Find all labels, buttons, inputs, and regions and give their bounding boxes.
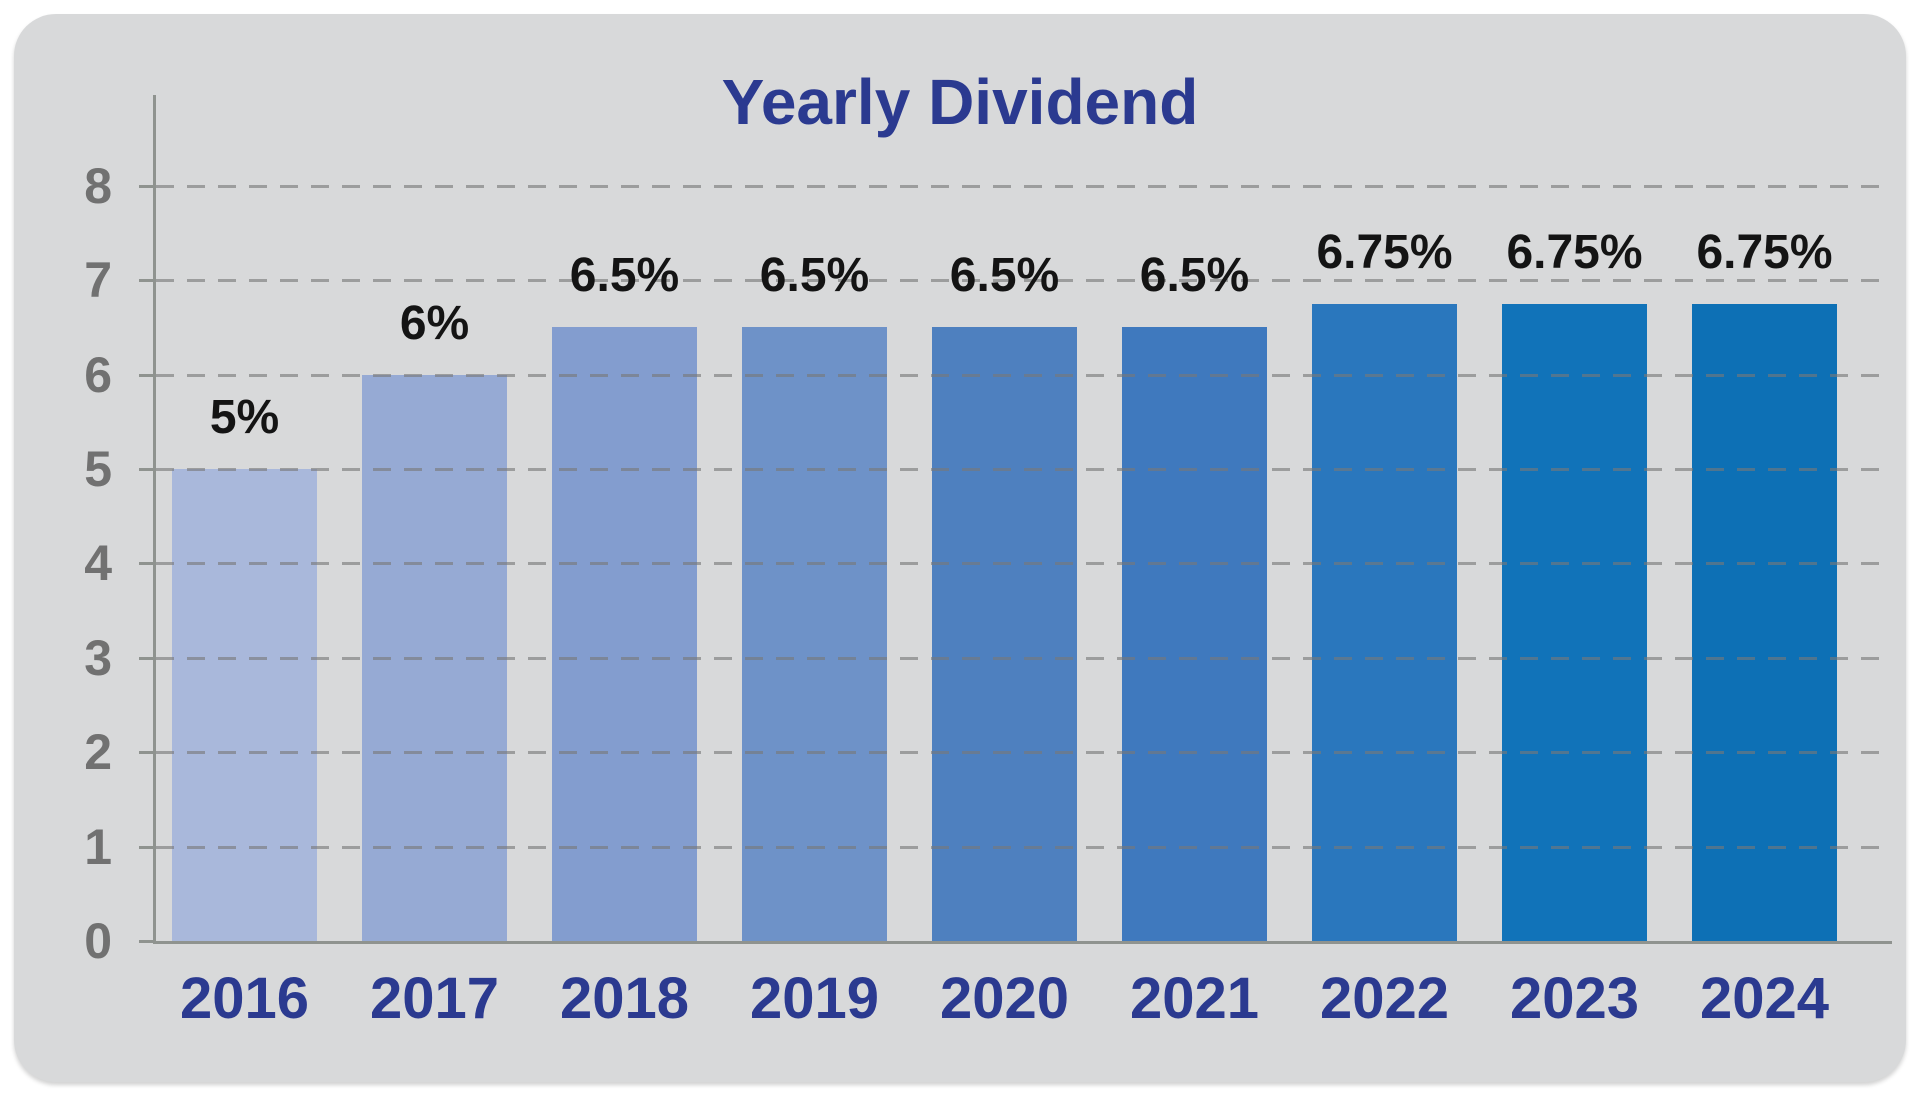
value-label-2022: 6.75% xyxy=(1316,225,1453,279)
value-label-2020: 6.5% xyxy=(949,249,1060,303)
y-tick-label-5: 5 xyxy=(84,441,112,497)
bar-2019 xyxy=(742,327,887,941)
gridline-8 xyxy=(156,184,1880,188)
value-label-2018: 6.5% xyxy=(569,249,680,303)
y-tick-mark-8 xyxy=(139,184,153,188)
y-tick-mark-7 xyxy=(139,279,153,283)
value-label-2016: 5% xyxy=(209,391,280,444)
value-label-2023: 6.75% xyxy=(1506,225,1643,279)
value-label-2019: 6.5% xyxy=(759,249,870,303)
y-tick-label-4: 4 xyxy=(84,535,112,592)
bar-2023 xyxy=(1502,303,1647,941)
bar-2018 xyxy=(552,327,697,941)
value-label-2017: 6% xyxy=(399,296,470,350)
chart-title: Yearly Dividend xyxy=(721,66,1199,138)
value-label-2021: 6.5% xyxy=(1139,249,1250,303)
y-tick-mark-0 xyxy=(139,940,153,943)
gridline-3 xyxy=(156,656,1880,660)
y-tick-mark-3 xyxy=(139,656,153,660)
x-category-label-2024: 2024 xyxy=(1699,966,1830,1031)
x-axis-line xyxy=(153,941,1892,944)
gridline-4 xyxy=(156,562,1880,566)
y-tick-label-6: 6 xyxy=(84,346,112,403)
value-label-2024: 6.75% xyxy=(1696,225,1833,279)
gridline-5 xyxy=(156,468,1880,471)
x-category-label-2020: 2020 xyxy=(939,966,1070,1031)
y-tick-label-2: 2 xyxy=(84,724,112,781)
gridline-2 xyxy=(156,751,1880,755)
bar-2021 xyxy=(1122,327,1267,941)
bar-2022 xyxy=(1312,303,1457,941)
y-tick-mark-2 xyxy=(139,751,153,755)
x-category-label-2021: 2021 xyxy=(1129,966,1260,1031)
x-category-label-2023: 2023 xyxy=(1509,966,1640,1031)
y-tick-label-8: 8 xyxy=(84,157,112,214)
y-tick-label-0: 0 xyxy=(84,913,112,969)
chart-card: Yearly Dividend 0 1 2 3 4 5 6 7 8 5% 2016 6% 2017 6.5… xyxy=(14,14,1906,1082)
x-category-label-2019: 2019 xyxy=(749,966,880,1031)
gridline-7 xyxy=(156,279,1880,283)
bar-2020 xyxy=(932,327,1077,941)
bar-chart-plot-area: 0 1 2 3 4 5 6 7 8 5% 2016 6% 2017 6.5% 2018 6.5% 2019 6.5… xyxy=(14,14,1906,1082)
x-category-label-2017: 2017 xyxy=(369,966,500,1031)
bar-2016 xyxy=(172,469,317,941)
y-tick-label-1: 1 xyxy=(84,818,112,875)
y-tick-mark-6 xyxy=(139,373,153,377)
y-axis-line xyxy=(153,95,156,944)
y-tick-mark-1 xyxy=(139,845,153,849)
gridline-6 xyxy=(156,373,1880,377)
bar-2024 xyxy=(1692,303,1837,941)
x-category-label-2018: 2018 xyxy=(559,966,690,1031)
y-tick-label-7: 7 xyxy=(84,252,112,309)
y-tick-mark-4 xyxy=(139,562,153,566)
gridline-1 xyxy=(156,845,1880,849)
x-category-label-2022: 2022 xyxy=(1319,966,1450,1031)
y-tick-mark-5 xyxy=(139,468,153,471)
y-tick-label-3: 3 xyxy=(84,629,112,686)
x-category-label-2016: 2016 xyxy=(179,966,310,1031)
